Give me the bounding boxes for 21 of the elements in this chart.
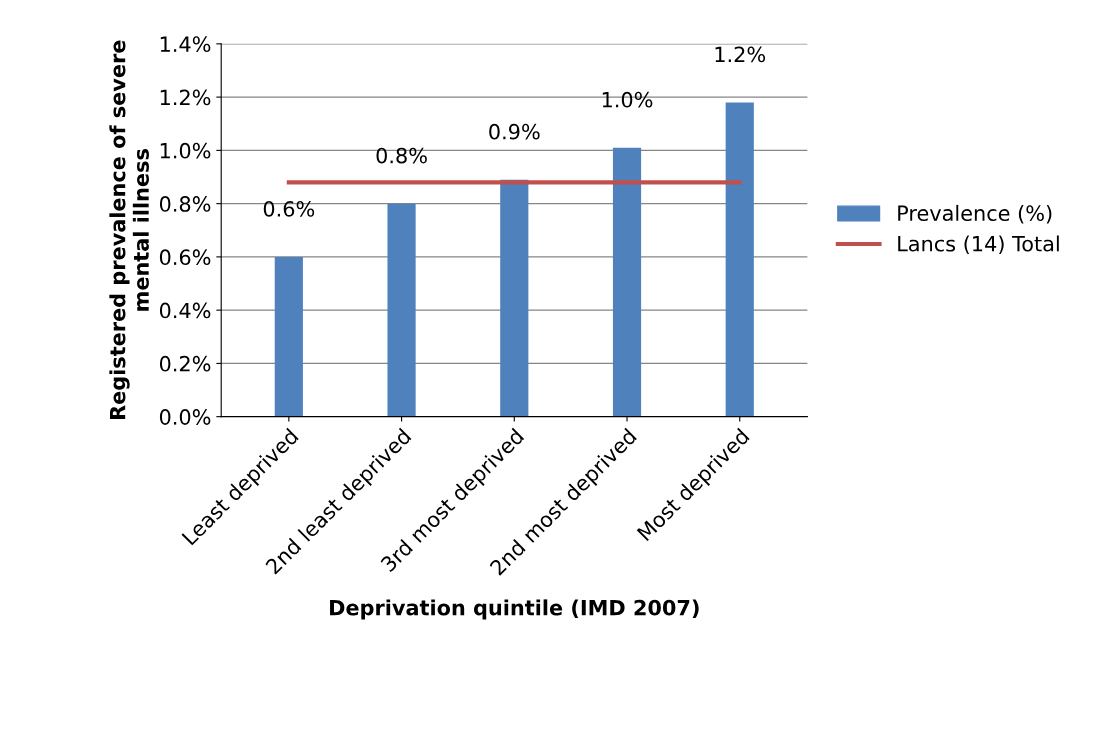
legend-label: Lancs (14) Total [898, 235, 1059, 255]
legend-label: Prevalence (%) [898, 204, 1052, 224]
y-tick-label: 0.4% [159, 302, 211, 319]
bar [612, 147, 642, 417]
data-label: 1.2% [715, 46, 766, 63]
data-label: 0.6% [263, 200, 315, 217]
y-tick-label: 0.6% [159, 249, 211, 266]
bar [725, 102, 754, 417]
y-tick-label: 0.0% [159, 409, 211, 425]
data-label: 0.9% [489, 123, 540, 140]
data-label: 0.8% [376, 147, 427, 164]
y-axis-title: Registered prevalence of severe mental illness [109, 40, 149, 420]
y-tick-label: 1.0% [160, 142, 211, 159]
y-tick-label: 0.2% [159, 355, 211, 372]
y-tick-label: 1.2% [160, 89, 211, 106]
bar [387, 203, 416, 417]
x-axis-title: Deprivation quintile (IMD 2007) [330, 599, 699, 620]
bar [274, 256, 303, 417]
y-tick-label: 0.8% [159, 196, 211, 212]
y-tick-label: 1.4% [160, 36, 211, 53]
data-label: 1.0% [602, 91, 653, 108]
